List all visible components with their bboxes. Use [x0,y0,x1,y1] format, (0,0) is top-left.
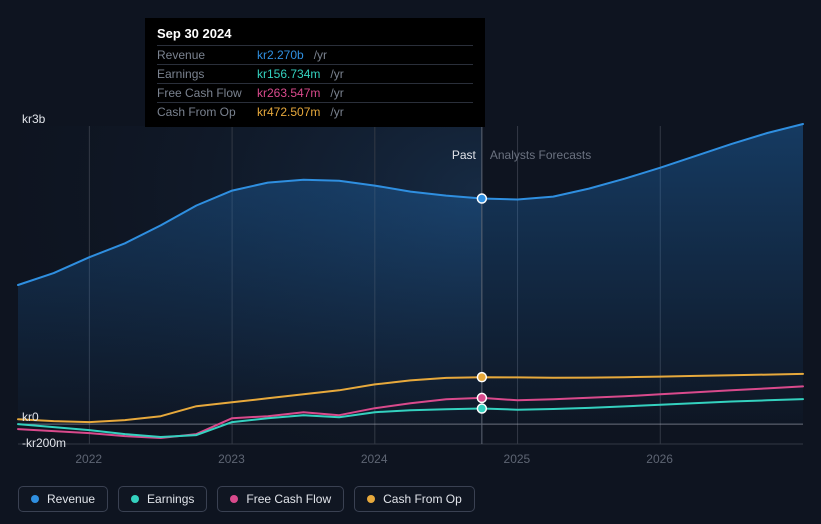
legend-label: Earnings [147,492,194,506]
tooltip-unit: /yr [330,105,343,119]
x-tick-label: 2023 [218,452,245,466]
tooltip-value: kr472.507m [257,105,320,119]
tooltip-value: kr156.734m [257,67,320,81]
tooltip-row-fcf: Free Cash Flow kr263.547m /yr [157,83,473,102]
legend-label: Free Cash Flow [246,492,331,506]
legend-label: Cash From Op [383,492,462,506]
x-tick-label: 2026 [646,452,673,466]
revenue-forecast-chart: -kr200m kr0 kr3b 2022 2023 2024 2025 2026 Past… [0,0,821,524]
tooltip-row-cfo: Cash From Op kr472.507m /yr [157,102,473,121]
tooltip-value: kr263.547m [257,86,320,100]
tooltip-row-revenue: Revenue kr2.270b /yr [157,45,473,64]
tooltip-unit: /yr [314,48,327,62]
tooltip-row-earnings: Earnings kr156.734m /yr [157,64,473,83]
chart-legend: Revenue Earnings Free Cash Flow Cash From O… [18,486,475,512]
tooltip-label: Cash From Op [157,105,249,119]
tooltip-label: Earnings [157,67,249,81]
tooltip-value: kr2.270b [257,48,304,62]
legend-dot-icon [230,495,238,503]
forecast-label: Analysts Forecasts [490,148,591,162]
legend-dot-icon [131,495,139,503]
tooltip-label: Revenue [157,48,249,62]
x-tick-label: 2024 [361,452,388,466]
tooltip-date: Sep 30 2024 [157,26,473,45]
y-tick-label: -kr200m [22,436,66,450]
legend-dot-icon [367,495,375,503]
legend-item-free-cash-flow[interactable]: Free Cash Flow [217,486,344,512]
chart-tooltip: Sep 30 2024 Revenue kr2.270b /yr Earning… [145,18,485,127]
tooltip-unit: /yr [330,67,343,81]
legend-item-earnings[interactable]: Earnings [118,486,207,512]
y-tick-label: kr0 [22,410,39,424]
legend-item-revenue[interactable]: Revenue [18,486,108,512]
legend-dot-icon [31,495,39,503]
tooltip-unit: /yr [330,86,343,100]
legend-label: Revenue [47,492,95,506]
legend-item-cash-from-op[interactable]: Cash From Op [354,486,475,512]
x-tick-label: 2025 [504,452,531,466]
y-tick-label: kr3b [22,112,45,126]
tooltip-label: Free Cash Flow [157,86,249,100]
past-label: Past [452,148,476,162]
x-tick-label: 2022 [75,452,102,466]
